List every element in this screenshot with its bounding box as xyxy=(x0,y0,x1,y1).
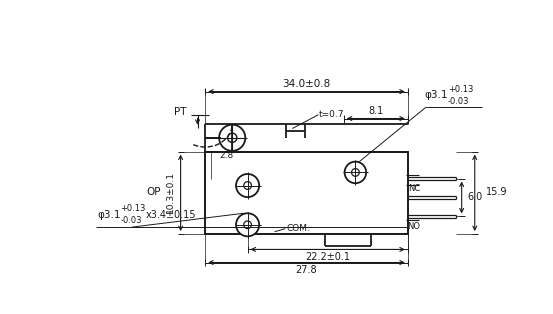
Text: 6.0: 6.0 xyxy=(467,192,482,202)
Text: φ3.1: φ3.1 xyxy=(425,90,448,100)
Circle shape xyxy=(244,182,252,189)
Text: 10.3±0.1: 10.3±0.1 xyxy=(165,171,174,214)
Text: +0.13: +0.13 xyxy=(448,85,473,94)
Text: NC: NC xyxy=(408,184,420,193)
Text: -0.03: -0.03 xyxy=(121,216,142,225)
Circle shape xyxy=(352,169,359,176)
Text: φ3.1: φ3.1 xyxy=(97,210,121,220)
Text: NO: NO xyxy=(408,222,420,231)
Text: x3.4±0.15: x3.4±0.15 xyxy=(146,210,196,220)
Text: 27.8: 27.8 xyxy=(296,265,317,275)
Text: -0.03: -0.03 xyxy=(448,97,469,106)
Text: 34.0±0.8: 34.0±0.8 xyxy=(283,79,331,89)
Text: 8.1: 8.1 xyxy=(368,106,383,116)
Text: +0.13: +0.13 xyxy=(121,204,146,213)
Text: PT: PT xyxy=(174,107,186,117)
Circle shape xyxy=(236,213,259,236)
Circle shape xyxy=(244,221,252,229)
Circle shape xyxy=(345,162,366,183)
Bar xyxy=(205,152,408,234)
Text: COM.: COM. xyxy=(286,224,310,233)
Text: 15.9: 15.9 xyxy=(486,187,507,198)
Circle shape xyxy=(228,133,237,143)
Circle shape xyxy=(236,174,259,197)
Circle shape xyxy=(219,125,246,151)
Text: 22.2±0.1: 22.2±0.1 xyxy=(305,252,350,262)
Text: 2.8: 2.8 xyxy=(219,151,233,160)
Text: t=0.7: t=0.7 xyxy=(319,110,345,119)
Text: OP: OP xyxy=(146,187,160,198)
